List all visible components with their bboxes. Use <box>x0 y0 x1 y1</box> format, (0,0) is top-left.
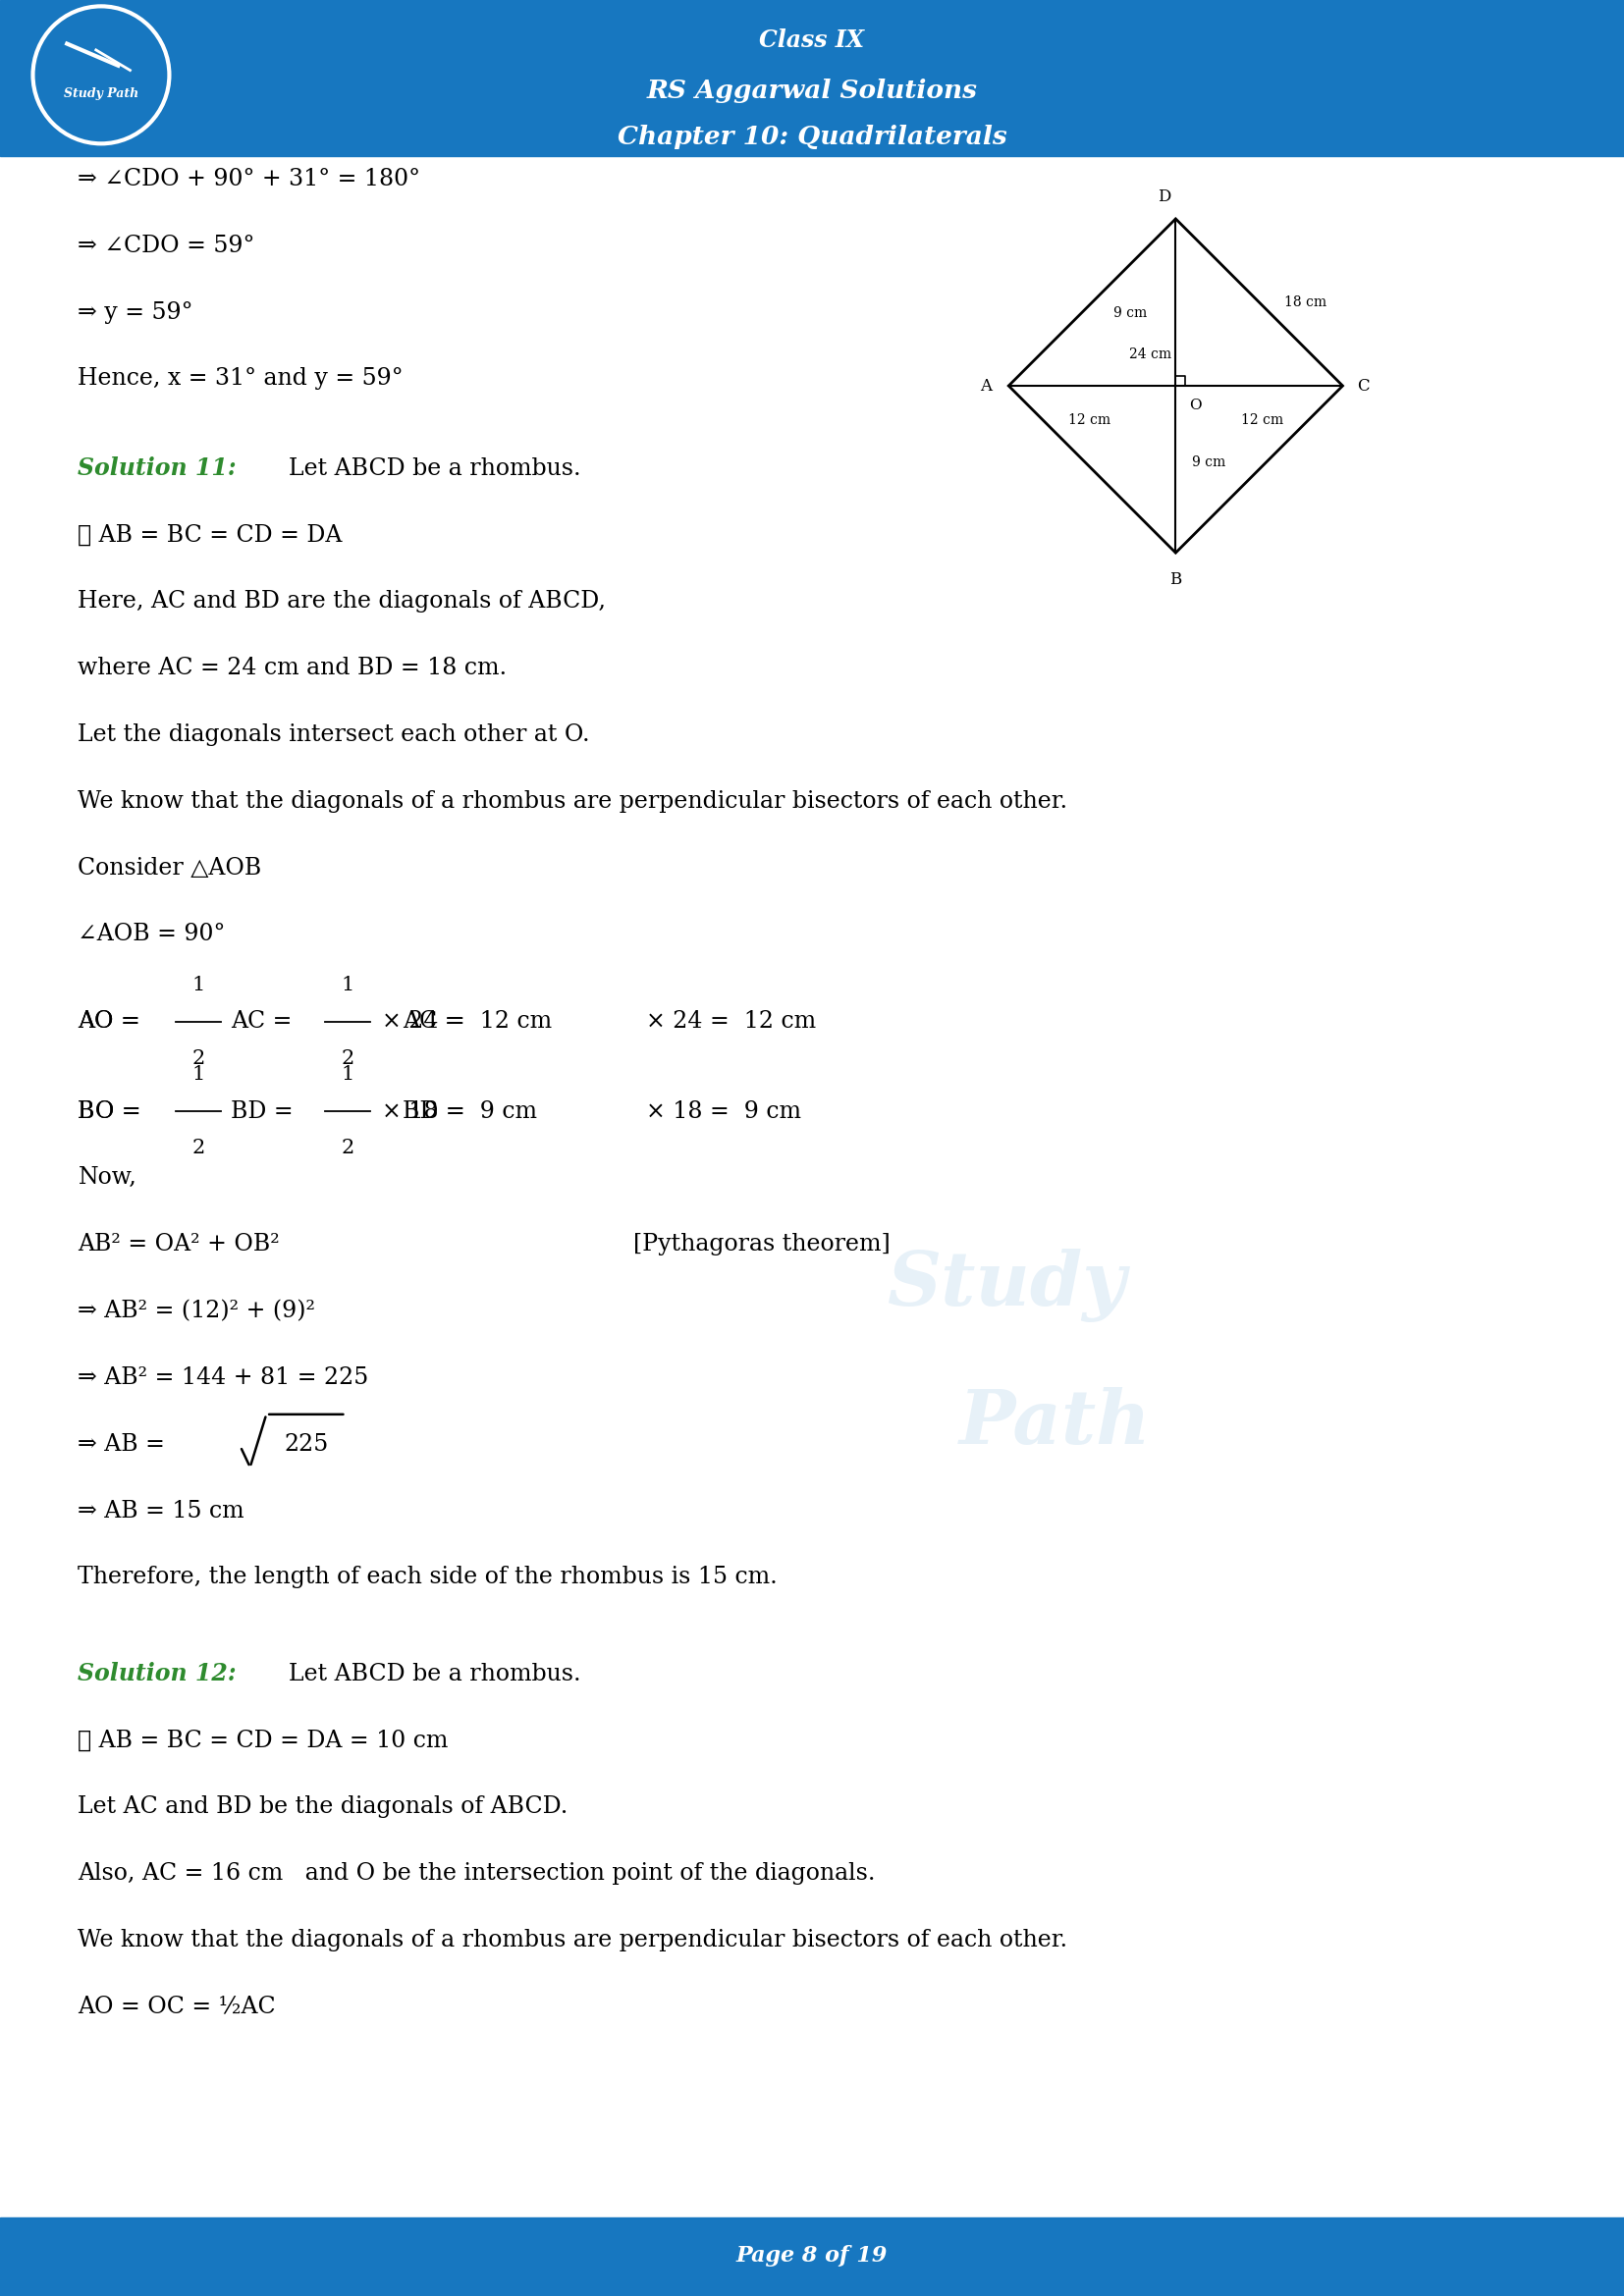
Text: AC =: AC = <box>231 1010 299 1033</box>
Text: Study Path: Study Path <box>63 87 138 101</box>
Text: 12 cm: 12 cm <box>1069 413 1111 427</box>
Text: AC =: AC = <box>403 1010 471 1033</box>
Text: A: A <box>981 377 992 395</box>
Text: Path: Path <box>960 1387 1151 1460</box>
Text: 2: 2 <box>341 1139 354 1157</box>
Text: ⇒ y = 59°: ⇒ y = 59° <box>78 301 193 324</box>
Text: AB² = OA² + OB²: AB² = OA² + OB² <box>78 1233 279 1256</box>
Text: ⇒ AB² = (12)² + (9)²: ⇒ AB² = (12)² + (9)² <box>78 1300 315 1322</box>
Text: Class IX: Class IX <box>760 28 864 53</box>
Text: ∴ AB = BC = CD = DA = 10 cm: ∴ AB = BC = CD = DA = 10 cm <box>78 1729 448 1752</box>
Text: 24 cm: 24 cm <box>1129 347 1173 360</box>
Text: BD =: BD = <box>403 1100 473 1123</box>
Text: BO =: BO = <box>78 1100 149 1123</box>
Text: ∠AOB = 90°: ∠AOB = 90° <box>78 923 226 946</box>
Bar <box>0 0 1624 156</box>
Bar <box>0 2218 1624 2296</box>
Text: Also, AC = 16 cm   and O be the intersection point of the diagonals.: Also, AC = 16 cm and O be the intersecti… <box>78 1862 875 1885</box>
Text: We know that the diagonals of a rhombus are perpendicular bisectors of each othe: We know that the diagonals of a rhombus … <box>78 1929 1069 1952</box>
Text: ⇒ ∠CDO + 90° + 31° = 180°: ⇒ ∠CDO + 90° + 31° = 180° <box>78 168 421 191</box>
Text: Let ABCD be a rhombus.: Let ABCD be a rhombus. <box>289 457 581 480</box>
Text: Chapter 10: Quadrilaterals: Chapter 10: Quadrilaterals <box>617 124 1007 149</box>
Text: 9 cm: 9 cm <box>1112 308 1147 321</box>
Text: 9 cm: 9 cm <box>1192 455 1226 468</box>
Text: ⇒ AB² = 144 + 81 = 225: ⇒ AB² = 144 + 81 = 225 <box>78 1366 369 1389</box>
Text: Page 8 of 19: Page 8 of 19 <box>736 2245 888 2266</box>
Text: × 24 =  12 cm: × 24 = 12 cm <box>646 1010 817 1033</box>
Text: Now,: Now, <box>78 1166 136 1189</box>
Text: ∴ AB = BC = CD = DA: ∴ AB = BC = CD = DA <box>78 523 343 546</box>
Text: Here, AC and BD are the diagonals of ABCD,: Here, AC and BD are the diagonals of ABC… <box>78 590 606 613</box>
Text: Solution 12:: Solution 12: <box>78 1662 237 1685</box>
Text: ⇒ AB = 15 cm: ⇒ AB = 15 cm <box>78 1499 245 1522</box>
Text: BO =: BO = <box>78 1100 149 1123</box>
Text: Let the diagonals intersect each other at O.: Let the diagonals intersect each other a… <box>78 723 590 746</box>
Text: 1: 1 <box>192 1065 205 1084</box>
Text: 12 cm: 12 cm <box>1241 413 1283 427</box>
Text: C: C <box>1356 377 1369 395</box>
Text: × 18 =  9 cm: × 18 = 9 cm <box>646 1100 802 1123</box>
Text: RS Aggarwal Solutions: RS Aggarwal Solutions <box>646 78 978 103</box>
Text: 1: 1 <box>192 976 205 994</box>
Text: O: O <box>1189 400 1202 413</box>
Text: × 18 =  9 cm: × 18 = 9 cm <box>382 1100 538 1123</box>
Text: Let ABCD be a rhombus.: Let ABCD be a rhombus. <box>289 1662 581 1685</box>
Text: 2: 2 <box>192 1049 205 1068</box>
Text: where AC = 24 cm and BD = 18 cm.: where AC = 24 cm and BD = 18 cm. <box>78 657 507 680</box>
Text: B: B <box>1169 572 1182 588</box>
Text: AO = OC = ½AC: AO = OC = ½AC <box>78 1995 276 2018</box>
Text: 1: 1 <box>341 976 354 994</box>
Text: [Pythagoras theorem]: [Pythagoras theorem] <box>633 1233 890 1256</box>
Text: Solution 11:: Solution 11: <box>78 457 237 480</box>
Text: × 24 =  12 cm: × 24 = 12 cm <box>382 1010 552 1033</box>
Text: AO =: AO = <box>78 1010 148 1033</box>
Text: AO =: AO = <box>78 1010 148 1033</box>
Text: 2: 2 <box>341 1049 354 1068</box>
Text: 18 cm: 18 cm <box>1285 296 1327 310</box>
Text: ⇒ ∠CDO = 59°: ⇒ ∠CDO = 59° <box>78 234 255 257</box>
Text: D: D <box>1158 188 1171 204</box>
Text: 1: 1 <box>341 1065 354 1084</box>
Text: Consider △AOB: Consider △AOB <box>78 856 261 879</box>
Text: Therefore, the length of each side of the rhombus is 15 cm.: Therefore, the length of each side of th… <box>78 1566 778 1589</box>
Text: 2: 2 <box>192 1139 205 1157</box>
Text: Hence, x = 31° and y = 59°: Hence, x = 31° and y = 59° <box>78 367 403 390</box>
Text: We know that the diagonals of a rhombus are perpendicular bisectors of each othe: We know that the diagonals of a rhombus … <box>78 790 1069 813</box>
Text: 225: 225 <box>284 1433 328 1456</box>
Text: Study: Study <box>887 1249 1127 1322</box>
Text: BD =: BD = <box>231 1100 300 1123</box>
Text: ⇒ AB =: ⇒ AB = <box>78 1433 172 1456</box>
Text: Let AC and BD be the diagonals of ABCD.: Let AC and BD be the diagonals of ABCD. <box>78 1795 568 1818</box>
